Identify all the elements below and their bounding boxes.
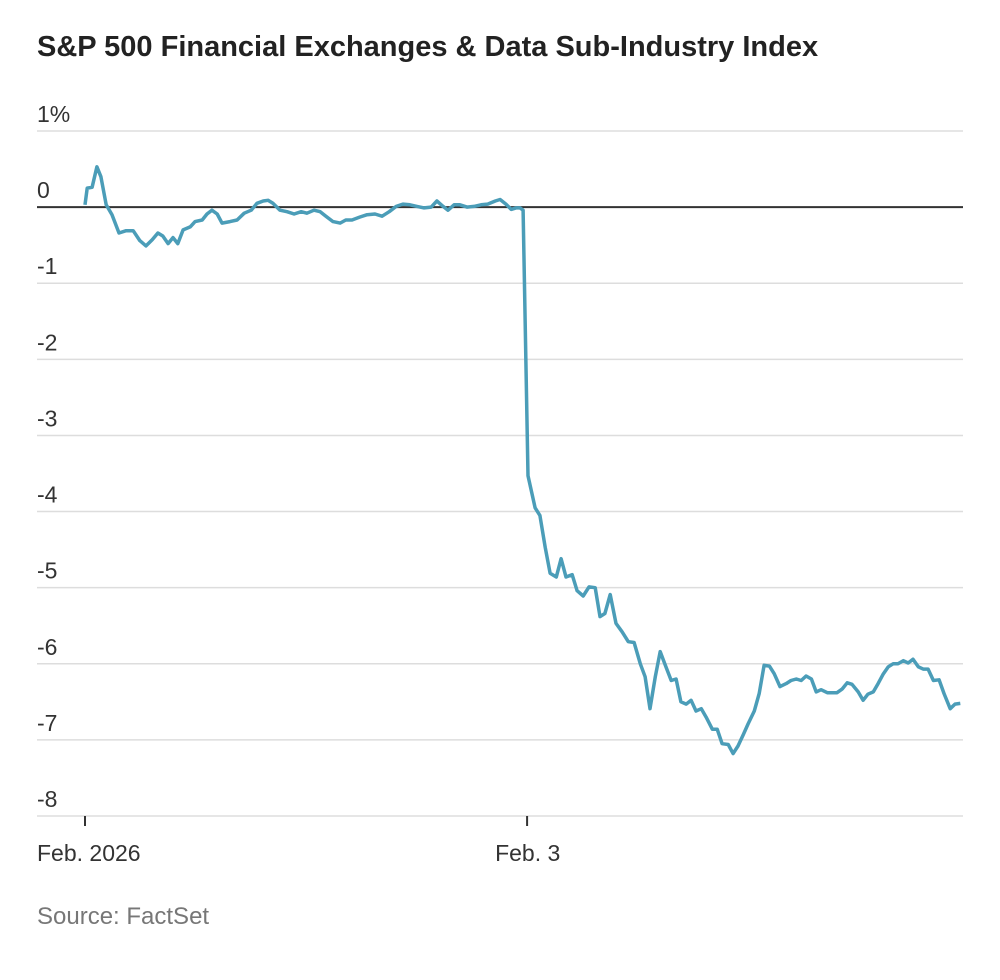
y-tick-label: -1: [37, 253, 57, 279]
x-tick-label: Feb. 3: [495, 840, 560, 866]
y-tick-label: -4: [37, 482, 58, 508]
source-note: Source: FactSet: [37, 903, 209, 930]
x-tick-label: Feb. 2026: [37, 840, 141, 866]
y-tick-label: -2: [37, 329, 57, 355]
y-tick-label: -7: [37, 710, 57, 736]
y-tick-label: -3: [37, 405, 57, 431]
y-tick-label: -5: [37, 558, 57, 584]
y-tick-label: 1%: [37, 101, 70, 127]
y-tick-label: -8: [37, 786, 57, 812]
y-tick-label: -6: [37, 634, 57, 660]
y-tick-label: 0: [37, 177, 50, 203]
chart-title: S&P 500 Financial Exchanges & Data Sub-I…: [37, 31, 818, 63]
data-line: [83, 165, 961, 756]
